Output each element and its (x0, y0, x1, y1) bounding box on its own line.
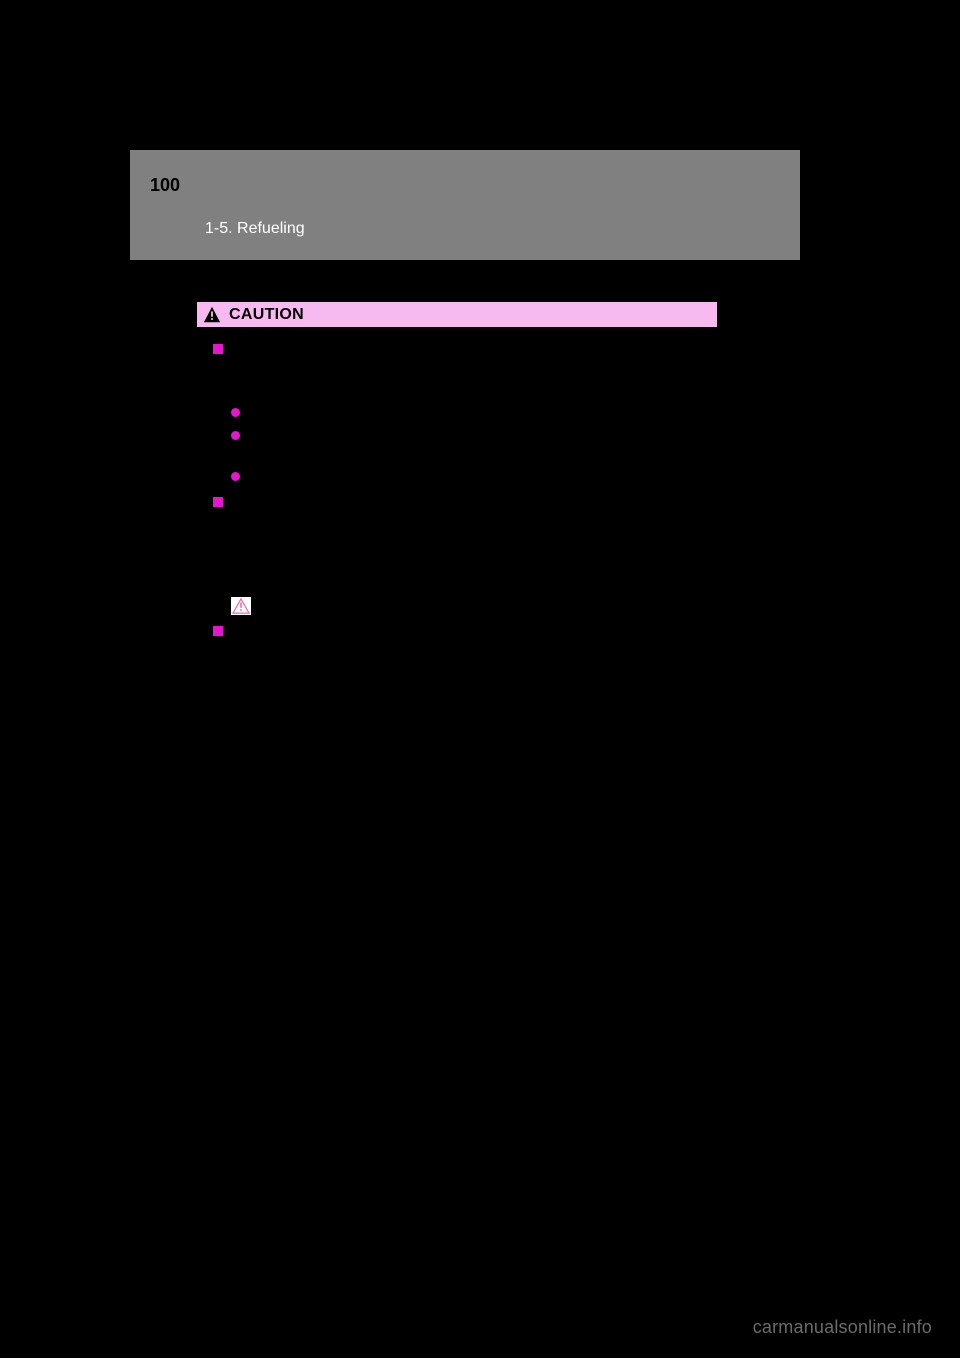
watermark: carmanualsonline.info (753, 1317, 932, 1338)
page-number: 100 (150, 175, 180, 196)
header-bar (130, 150, 800, 260)
heading-text: Pressure in the fuel tank (231, 494, 382, 512)
heading-text: When replacing the fuel cap (231, 623, 404, 641)
section-label: 1-5. Refueling (205, 220, 305, 238)
bullet-row: Do not inhale vaporized fuel. (231, 468, 697, 486)
caution-label: CAUTION (229, 306, 304, 324)
caution-body: When refueling Failure to observe the fo… (197, 327, 717, 693)
paragraph: If fuel splashes onto your skin or eyes,… (231, 554, 697, 589)
bullet-text: Do not smoke or allow open flames near t… (248, 404, 559, 422)
warning-icon (203, 306, 221, 324)
square-bullet-icon (213, 344, 223, 354)
notice-text: NOTICE (257, 596, 306, 614)
caution-header: CAUTION (197, 302, 717, 327)
caution-box: CAUTION When refueling Failure to observ… (196, 301, 718, 693)
paragraph: Do not use anything but a genuine Toyota… (231, 644, 697, 679)
round-bullet-icon (231, 408, 240, 417)
bullet-text: Do not return to the vehicle or touch an… (248, 427, 697, 462)
round-bullet-icon (231, 431, 240, 440)
bullet-text: Do not inhale vaporized fuel. (248, 468, 413, 486)
round-bullet-icon (231, 472, 240, 481)
heading-row: When refueling (213, 341, 697, 359)
square-bullet-icon (213, 626, 223, 636)
heading-row: Pressure in the fuel tank (213, 494, 697, 512)
paragraph: Failure to observe the following precaut… (231, 363, 697, 398)
paragraph: There may be pressure in the fuel tank. … (231, 515, 697, 550)
notice-icon (231, 597, 251, 615)
heading-row: When replacing the fuel cap (213, 623, 697, 641)
notice-row: NOTICE (231, 596, 697, 615)
heading-text: When refueling (231, 341, 325, 359)
bullet-row: Do not return to the vehicle or touch an… (231, 427, 697, 462)
page: 100 1-5. Refueling CAUTION When refuelin… (0, 0, 960, 1358)
bullet-row: Do not smoke or allow open flames near t… (231, 404, 697, 422)
square-bullet-icon (213, 497, 223, 507)
